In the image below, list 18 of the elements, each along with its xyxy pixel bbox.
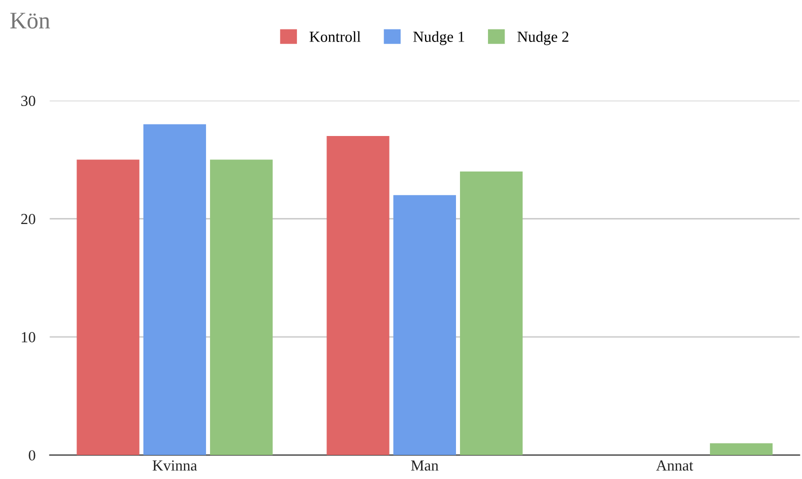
y-tick-label: 10 [22, 332, 36, 342]
bar [710, 443, 773, 456]
bar [143, 124, 206, 456]
bar [460, 171, 523, 456]
legend-label: Nudge 2 [517, 31, 568, 46]
bar [76, 160, 140, 456]
chart-title: Kön [10, 12, 50, 29]
y-tick-label: 20 [21, 214, 36, 224]
bar [393, 195, 456, 456]
x-tick-label: Kvinna [152, 460, 197, 471]
bar [326, 136, 390, 456]
bar [210, 160, 273, 456]
x-tick-label: Man [411, 460, 438, 471]
y-tick-label: 30 [21, 96, 36, 106]
x-tick-label: Annat [656, 460, 694, 471]
legend-label: Kontroll [310, 31, 361, 42]
legend-label: Nudge 1 [413, 31, 464, 46]
y-tick-label: 0 [28, 450, 36, 460]
